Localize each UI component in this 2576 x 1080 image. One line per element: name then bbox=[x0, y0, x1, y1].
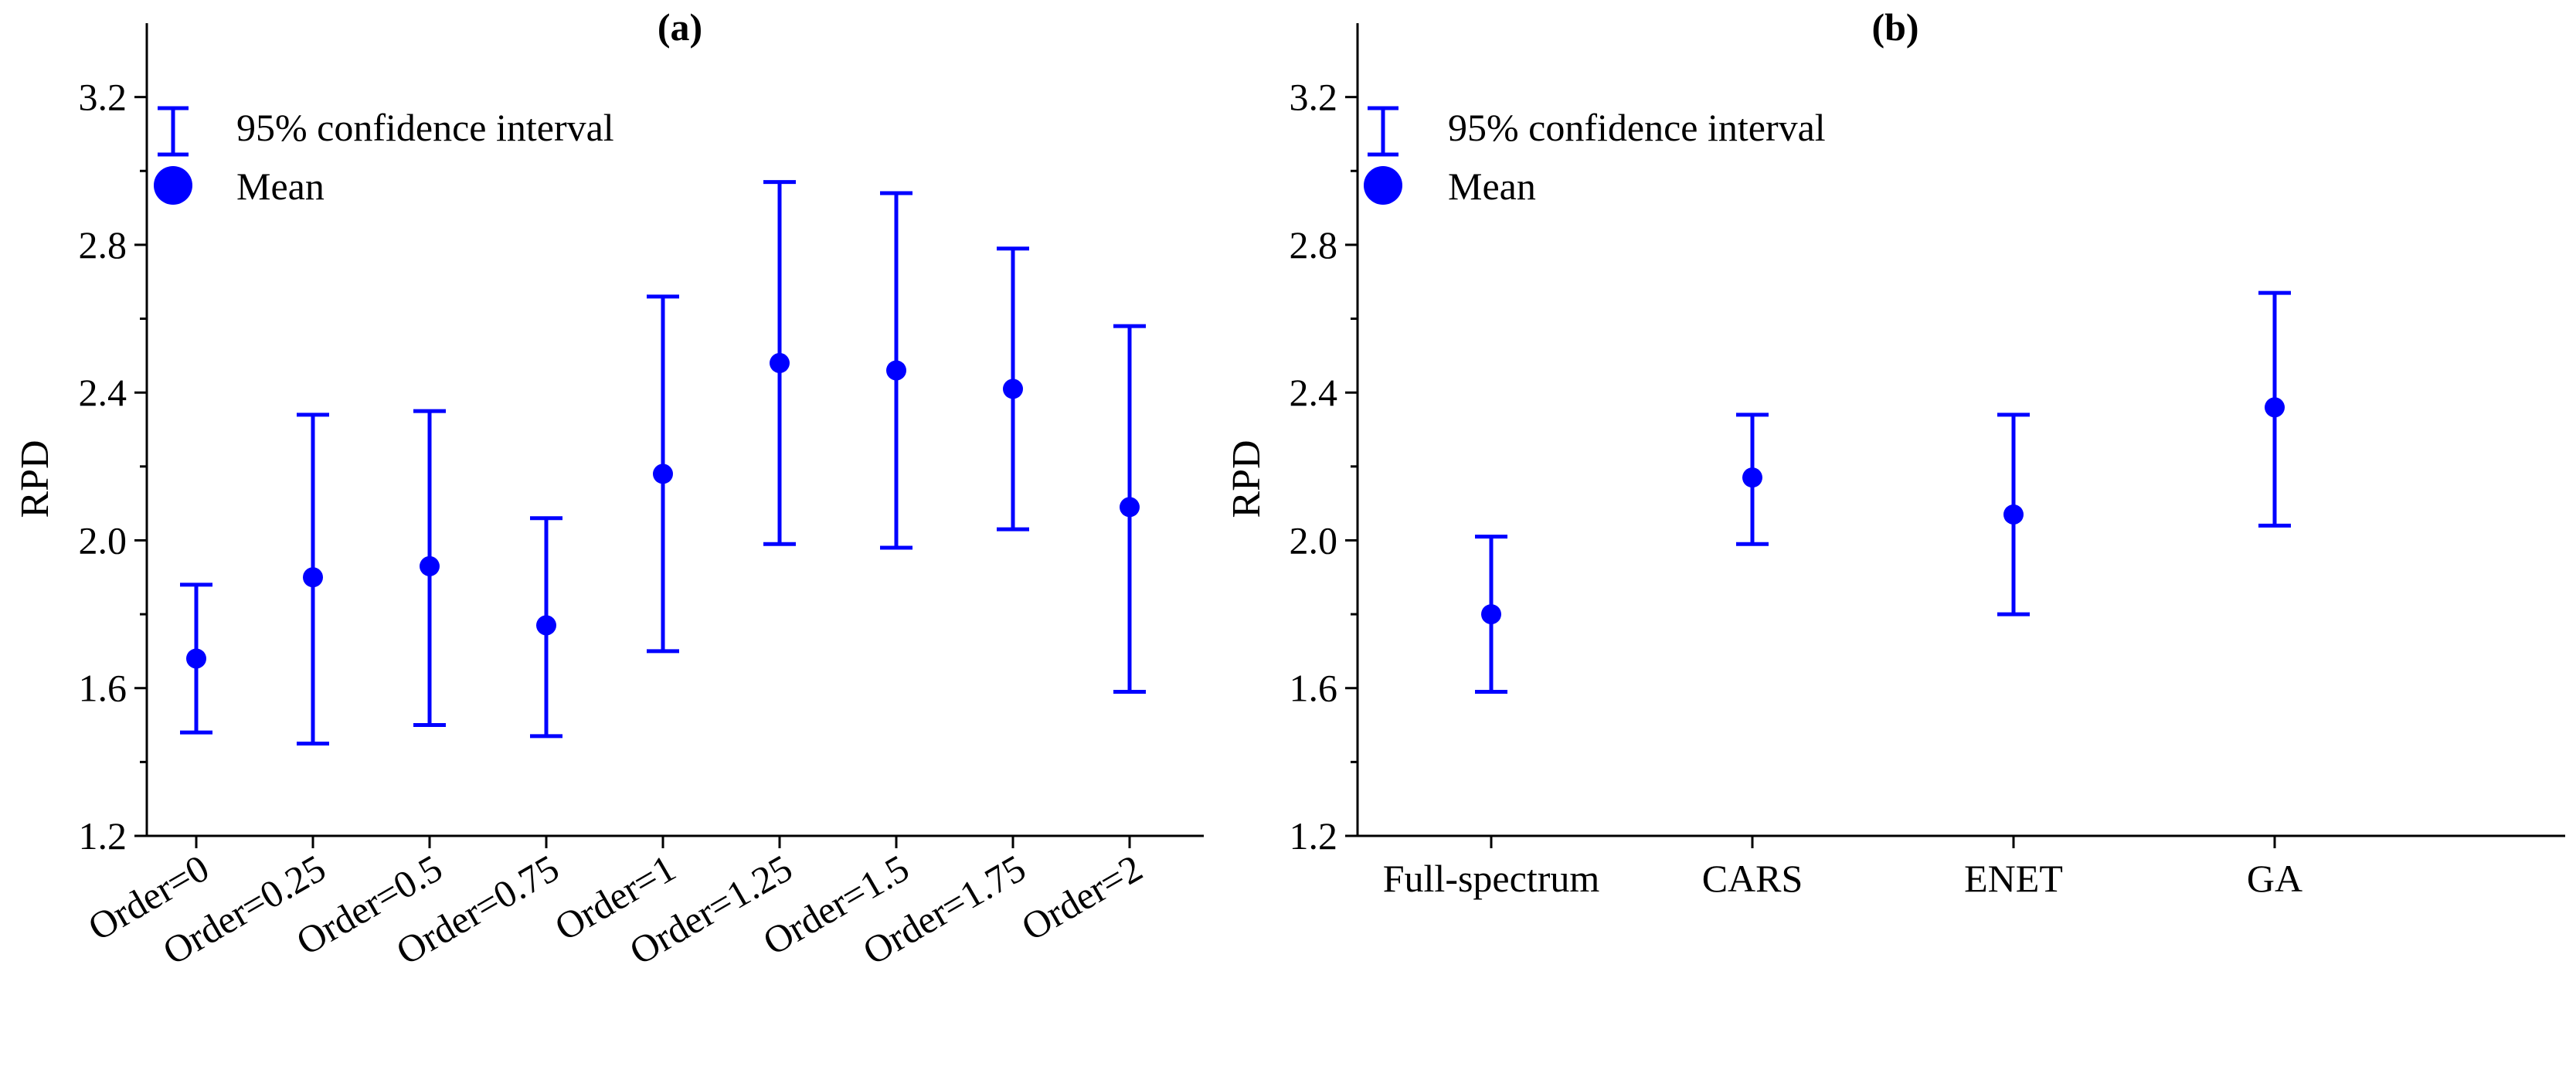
x-tick-label: Order=2 bbox=[1014, 846, 1149, 949]
mean-point bbox=[2003, 504, 2024, 525]
mean-point bbox=[303, 567, 323, 588]
panel-b-marks bbox=[1475, 290, 2291, 695]
x-tick-label: Full-spectrum bbox=[1383, 857, 1600, 900]
mean-point bbox=[1120, 497, 1140, 518]
y-tick-label: 1.6 bbox=[79, 667, 127, 710]
panel-a-ticks: 1.21.62.02.42.83.2Order=0Order=0.25Order… bbox=[79, 76, 1150, 973]
x-tick-label: GA bbox=[2247, 857, 2302, 900]
mean-point bbox=[886, 360, 906, 381]
legend-mean-symbol bbox=[1364, 166, 1402, 205]
legend-ci-label: 95% confidence interval bbox=[1448, 106, 1826, 149]
mean-point bbox=[653, 464, 673, 484]
y-tick-label: 2.4 bbox=[79, 371, 127, 414]
panel-b-axes bbox=[1356, 23, 2565, 837]
panel-a-axes bbox=[145, 23, 1204, 837]
panel-b-ticks: 1.2 1.6 2.0 2.4 2.8 3.2 Full-spectrum CARS ENET G… bbox=[1290, 76, 2303, 900]
panel-a-legend: 95% confidence interval Mean bbox=[154, 106, 614, 208]
panel-b: (b) RPD 1.2 1.6 2.0 2.4 2.8 3.2 Full-spectrum C… bbox=[1225, 5, 2565, 900]
mean-point bbox=[420, 555, 440, 576]
y-tick-label: 2.0 bbox=[79, 518, 127, 562]
mean-point bbox=[770, 352, 790, 373]
legend-mean-symbol bbox=[154, 166, 192, 205]
x-tick-label: ENET bbox=[1964, 857, 2063, 900]
panel-a-title: (a) bbox=[658, 5, 702, 49]
panel-a: (a) RPD 1.21.62.02.42.83.2Order=0Order=0… bbox=[13, 5, 1204, 973]
y-tick-label: 2.8 bbox=[1290, 223, 1338, 267]
mean-point bbox=[1742, 467, 1762, 488]
panel-b-ylabel: RPD bbox=[1225, 440, 1269, 518]
mean-point bbox=[186, 648, 206, 669]
mean-point bbox=[1003, 379, 1023, 399]
y-tick-label: 1.2 bbox=[1290, 814, 1338, 858]
y-tick-label: 1.2 bbox=[79, 814, 127, 858]
y-tick-label: 2.4 bbox=[1290, 371, 1338, 414]
x-tick-label: CARS bbox=[1702, 857, 1803, 900]
panel-b-legend: 95% confidence interval Mean bbox=[1364, 106, 1826, 208]
panel-a-ylabel: RPD bbox=[13, 440, 57, 518]
y-tick-label: 2.0 bbox=[1290, 518, 1338, 562]
y-tick-label: 2.8 bbox=[79, 223, 127, 267]
legend-mean-label: Mean bbox=[1448, 165, 1536, 208]
mean-point bbox=[1481, 604, 1501, 625]
y-tick-label: 3.2 bbox=[79, 76, 127, 119]
legend-mean-label: Mean bbox=[236, 165, 325, 208]
y-tick-label: 3.2 bbox=[1290, 76, 1338, 119]
panel-a-marks bbox=[180, 180, 1146, 745]
y-tick-label: 1.6 bbox=[1290, 667, 1338, 710]
legend-ci-label: 95% confidence interval bbox=[236, 106, 614, 149]
panel-b-title: (b) bbox=[1871, 5, 1918, 49]
mean-point bbox=[2265, 397, 2285, 418]
mean-point bbox=[536, 615, 556, 636]
